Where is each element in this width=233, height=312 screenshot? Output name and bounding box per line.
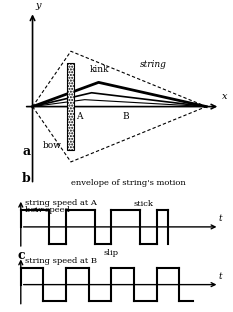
Text: t: t [219,272,222,281]
Text: B: B [123,112,130,121]
Text: string speed at B: string speed at B [25,256,97,265]
Text: slip: slip [104,249,119,257]
Bar [67,63,74,150]
Text: c: c [17,249,25,262]
Text: string speed at A: string speed at A [25,199,97,207]
Text: x: x [222,92,227,101]
Text: string: string [140,60,167,69]
Text: bow: bow [43,141,62,150]
Text: kink: kink [90,65,109,74]
Text: a: a [22,145,30,158]
Text: b: b [22,172,31,185]
Text: y: y [35,1,41,10]
Text: t: t [219,214,222,223]
Text: stick: stick [134,200,154,208]
Text: A: A [76,112,82,121]
Text: envelope of string's motion: envelope of string's motion [71,179,185,187]
Text: bow speed: bow speed [25,207,70,214]
Bar [67,63,74,150]
